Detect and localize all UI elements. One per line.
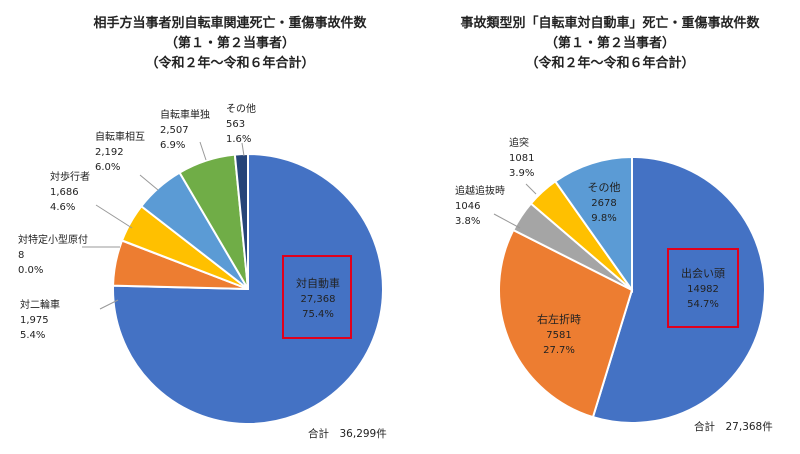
chart2-title: 事故類型別「自転車対自動車」死亡・重傷事故件数 （第１・第２当事者） （令和２年… <box>420 14 800 74</box>
slice-percent-1-5: 6.9% <box>160 140 185 151</box>
slice-percent-1-3: 4.6% <box>50 202 75 213</box>
chart1-title-line: （令和２年〜令和６年合計） <box>145 56 315 71</box>
chart2-total: 合計 27,368件 <box>694 421 773 433</box>
leader-line-1-3 <box>95 204 133 229</box>
chart1-title-line: （第１・第２当事者） <box>164 36 295 51</box>
highlight-box-2 <box>667 248 739 328</box>
slice-percent-1-2: 0.0% <box>18 265 43 276</box>
pie-slice-2-1 <box>498 228 634 419</box>
slice-label-2-2: 追越追抜時 <box>455 184 505 197</box>
slice-value-1-1: 1,975 <box>20 315 49 326</box>
chart1-title: 相手方当事者別自転車関連死亡・重傷事故件数 （第１・第２当事者） （令和２年〜令… <box>40 14 420 74</box>
chart2-title-line: 事故類型別「自転車対自動車」死亡・重傷事故件数 <box>460 16 760 31</box>
leader-line-1-5 <box>199 141 207 161</box>
slice-label-1-1: 対二輪車 <box>20 298 60 311</box>
slice-percent-2-4: 9.8% <box>591 213 616 224</box>
slice-value-1-0: 27,368 <box>301 294 336 305</box>
pie-chart-2: 出会い頭 14982 54.7% 右左折時 7581 27.7% 追越追抜時 1046 3.8%… <box>455 136 766 424</box>
slice-label-1-2: 対特定小型原付 <box>18 233 88 246</box>
slice-value-2-1: 7581 <box>546 330 571 341</box>
slice-percent-2-2: 3.8% <box>455 216 480 227</box>
leader-line-1-6 <box>241 142 245 157</box>
slice-value-1-2: 8 <box>18 250 24 261</box>
chart2-title-line: （第１・第２当事者） <box>544 36 675 51</box>
leader-line-1-1 <box>99 299 119 310</box>
slice-percent-1-1: 5.4% <box>20 330 45 341</box>
pie-slice-2-4 <box>553 155 633 294</box>
chart1-total: 合計 36,299件 <box>308 428 387 440</box>
slice-label-1-5: 自転車単独 <box>160 108 210 121</box>
slice-percent-2-3: 3.9% <box>509 168 534 179</box>
leader-line-2-3 <box>525 183 537 195</box>
slice-percent-1-0: 75.4% <box>302 309 334 320</box>
leader-line-2-2 <box>493 213 521 229</box>
pie-chart-1: 対自動車 27,368 75.4% 対二輪車 1,975 5.4% 対特定小型原付 8 0.0%… <box>18 102 384 425</box>
chart1-title-line: 相手方当事者別自転車関連死亡・重傷事故件数 <box>93 16 367 31</box>
slice-label-1-3: 対歩行者 <box>50 170 90 183</box>
slice-label-2-3: 追突 <box>509 136 529 149</box>
slice-label-1-0: 対自動車 <box>296 276 340 290</box>
pie-slice-2-0 <box>591 155 766 424</box>
chart2-title-line: （令和２年〜令和６年合計） <box>525 56 695 71</box>
slice-label-2-1: 右左折時 <box>537 312 581 326</box>
slice-percent-2-1: 27.7% <box>543 345 575 356</box>
slice-percent-1-4: 6.0% <box>95 162 120 173</box>
slice-label-1-6: その他 <box>226 102 256 115</box>
slice-label-2-0: 出会い頭 <box>681 266 725 280</box>
slice-value-2-0: 14982 <box>687 284 719 295</box>
slice-percent-1-6: 1.6% <box>226 134 251 145</box>
slice-value-2-3: 1081 <box>509 153 534 164</box>
highlight-box-1 <box>282 255 352 339</box>
slice-value-2-2: 1046 <box>455 201 480 212</box>
slice-value-1-6: 563 <box>226 119 245 130</box>
pie-slice-1-6 <box>233 152 249 290</box>
slice-label-2-4: その他 <box>588 181 621 194</box>
slice-percent-2-0: 54.7% <box>687 299 719 310</box>
slice-value-1-3: 1,686 <box>50 187 79 198</box>
slice-value-1-4: 2,192 <box>95 147 124 158</box>
slice-value-1-5: 2,507 <box>160 125 189 136</box>
leader-line-1-4 <box>139 174 159 191</box>
slice-value-2-4: 2678 <box>591 198 616 209</box>
slice-label-1-4: 自転車相互 <box>95 130 145 143</box>
